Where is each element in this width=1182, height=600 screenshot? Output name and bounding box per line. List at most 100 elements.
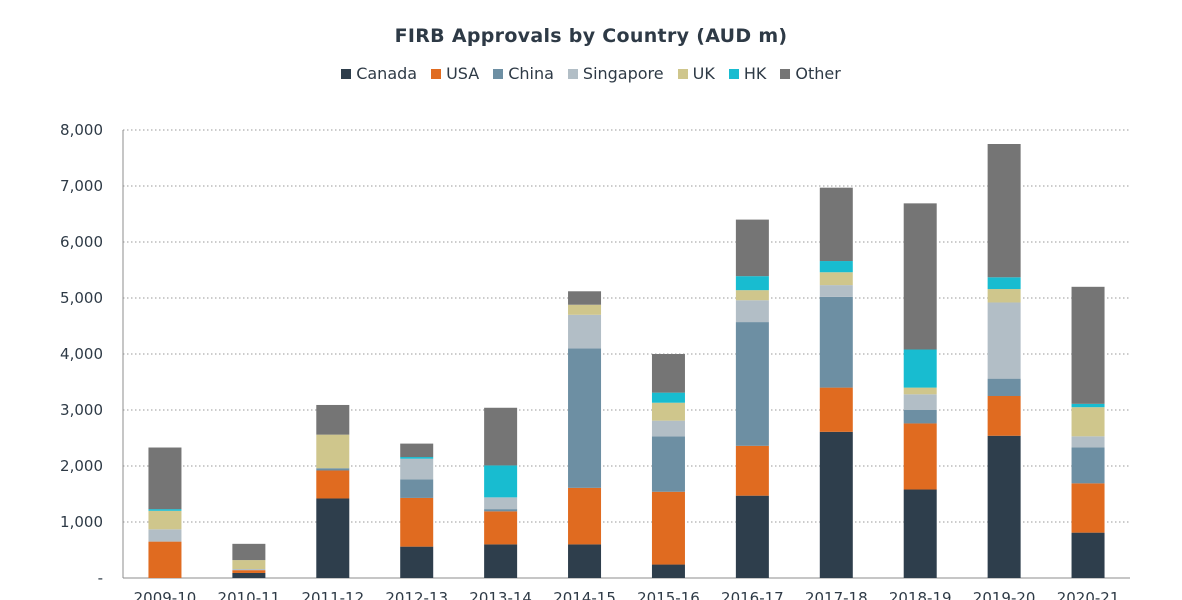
bar-segment-other — [232, 543, 266, 561]
legend-label: HK — [743, 64, 767, 83]
legend-label: Canada — [356, 64, 418, 83]
bar-segment-china — [484, 509, 518, 512]
bar-segment-other — [316, 404, 350, 435]
bar-segment-hk — [903, 349, 937, 388]
legend-swatch — [493, 68, 504, 79]
bar-segment-uk — [987, 289, 1021, 303]
bar-segment-china — [819, 296, 853, 388]
bar-segment-usa — [316, 470, 350, 499]
bar-segment-uk — [316, 434, 350, 469]
x-tick-label: 2020-21 — [1057, 589, 1120, 600]
bar-segment-canada — [484, 544, 518, 578]
bar-segment-other — [819, 187, 853, 262]
legend-label: China — [508, 64, 554, 83]
bar-segment-singapore — [232, 569, 266, 571]
y-tick-label: 5,000 — [60, 289, 103, 307]
legend-item-other: Other — [780, 64, 841, 83]
bar-segment-other — [903, 203, 937, 350]
bar-segment-singapore — [568, 314, 602, 349]
bar-segment-hk — [1071, 403, 1105, 408]
bar-segment-singapore — [903, 394, 937, 410]
legend-swatch — [780, 68, 791, 79]
y-tick-label: 4,000 — [60, 345, 103, 363]
bar-segment-china — [316, 468, 350, 471]
bar-segment-singapore — [400, 458, 434, 480]
bar-segment-usa — [735, 445, 769, 496]
bar-segment-canada — [735, 495, 769, 578]
bar-segment-china — [903, 410, 937, 424]
bar-segment-uk — [1071, 407, 1105, 437]
legend-swatch — [567, 68, 578, 79]
legend-item-singapore: Singapore — [567, 64, 664, 83]
bar-segment-other — [400, 443, 434, 458]
bar-segment-canada — [1071, 532, 1105, 578]
y-tick-label: 7,000 — [60, 177, 103, 195]
bar-segment-uk — [232, 560, 266, 570]
bar-segment-usa — [400, 497, 434, 547]
bar-segment-singapore — [819, 285, 853, 297]
legend-swatch — [431, 68, 442, 79]
bar-segment-china — [568, 348, 602, 488]
x-tick-label: 2011-12 — [301, 589, 364, 600]
bar-segment-usa — [987, 396, 1021, 436]
bar-segment-canada — [903, 489, 937, 578]
bar-segment-usa — [568, 487, 602, 545]
bar-segment-canada — [651, 564, 685, 578]
chart-legend: Canada USA China Singapore UK HK Other — [0, 64, 1182, 83]
bar-segment-canada — [987, 435, 1021, 578]
bar-segment-hk — [987, 277, 1021, 290]
legend-swatch — [728, 68, 739, 79]
y-tick-label: 2,000 — [60, 457, 103, 475]
bar-segment-china — [987, 378, 1021, 396]
x-tick-label: 2015-16 — [637, 589, 700, 600]
bar-segment-other — [987, 144, 1021, 278]
bar-segment-uk — [651, 402, 685, 421]
bar-segment-canada — [568, 544, 602, 578]
x-tick-label: 2013-14 — [469, 589, 532, 600]
bar-segment-usa — [903, 423, 937, 490]
bar-segment-singapore — [484, 497, 518, 510]
bar-segment-hk — [819, 261, 853, 273]
bar-segment-singapore — [1071, 436, 1105, 448]
x-tick-label: 2009-10 — [134, 589, 197, 600]
x-tick-label: 2012-13 — [385, 589, 448, 600]
bar-segment-uk — [568, 304, 602, 315]
bar-segment-usa — [1071, 483, 1105, 533]
y-tick-label: - — [98, 569, 103, 587]
x-tick-label: 2017-18 — [805, 589, 868, 600]
legend-label: Singapore — [582, 64, 664, 83]
bar-segment-china — [651, 436, 685, 492]
x-tick-label: 2016-17 — [721, 589, 784, 600]
x-tick-label: 2010-11 — [218, 589, 281, 600]
bar-segment-hk — [484, 465, 518, 498]
bar-segment-singapore — [735, 300, 769, 323]
bar-segment-canada — [819, 431, 853, 578]
legend-item-uk: UK — [677, 64, 715, 83]
y-tick-label: 3,000 — [60, 401, 103, 419]
bar-segment-usa — [819, 387, 853, 432]
bar-segment-usa — [651, 491, 685, 565]
bar-segment-uk — [819, 272, 853, 286]
legend-label: Other — [795, 64, 841, 83]
bar-segment-hk — [400, 457, 434, 459]
legend-label: USA — [446, 64, 480, 83]
bar-segment-china — [400, 479, 434, 498]
legend-label: UK — [692, 64, 715, 83]
chart-title: FIRB Approvals by Country (AUD m) — [394, 25, 788, 47]
bar-segment-usa — [484, 511, 518, 545]
bar-segment-canada — [316, 498, 350, 578]
bar-segment-hk — [651, 392, 685, 403]
y-tick-label: 1,000 — [60, 513, 103, 531]
legend-item-canada: Canada — [341, 64, 417, 83]
bar-segment-other — [148, 447, 182, 510]
bar-segment-canada — [400, 546, 434, 578]
legend-item-usa: USA — [431, 64, 479, 83]
y-tick-label: 8,000 — [60, 121, 103, 139]
legend-item-hk: HK — [728, 64, 767, 83]
x-tick-label: 2014-15 — [553, 589, 616, 600]
bar-segment-china — [735, 322, 769, 446]
bar-segment-usa — [232, 570, 266, 573]
bar-segment-usa — [148, 541, 182, 578]
legend-swatch — [341, 68, 352, 79]
